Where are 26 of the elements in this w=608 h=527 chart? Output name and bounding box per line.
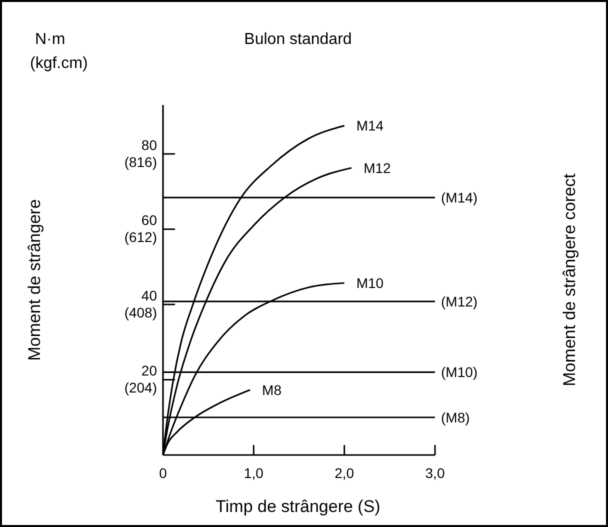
x-axis-title: Timp de strângere (S) bbox=[216, 497, 380, 516]
text: Moment de strângere bbox=[25, 199, 44, 361]
y-tick-label: 80 bbox=[141, 136, 158, 153]
chart-title: Bulon standard bbox=[244, 31, 352, 48]
series-label: M10 bbox=[356, 275, 384, 292]
x-tick-label: 1,0 bbox=[244, 465, 264, 481]
x-tick-label: 3,0 bbox=[425, 465, 445, 481]
x-tick-label: 2,0 bbox=[334, 465, 354, 481]
y2-tick-label: (408) bbox=[124, 304, 157, 320]
x-tick-label: 0 bbox=[159, 465, 168, 481]
text: N·m bbox=[35, 31, 66, 48]
y-tick-label: 40 bbox=[141, 287, 158, 304]
y2-tick-label: (612) bbox=[124, 229, 157, 246]
series-label: M8 bbox=[262, 382, 282, 398]
series-label: M12 bbox=[364, 160, 392, 176]
ref-line-label: (M12) bbox=[441, 293, 478, 310]
ref-line-label: (M8) bbox=[441, 409, 470, 426]
y2-tick-label: (204) bbox=[124, 380, 157, 396]
text: Moment de strângere corect bbox=[560, 173, 579, 386]
series-label: M14 bbox=[356, 118, 384, 134]
ref-line-label: (M14) bbox=[441, 190, 478, 206]
ref-line-label: (M10) bbox=[441, 364, 478, 380]
y2-tick-label: (816) bbox=[124, 154, 157, 170]
y-tick-label: 20 bbox=[141, 362, 158, 379]
y-tick-label: 60 bbox=[141, 212, 158, 228]
text: (kgf.cm) bbox=[30, 55, 88, 72]
